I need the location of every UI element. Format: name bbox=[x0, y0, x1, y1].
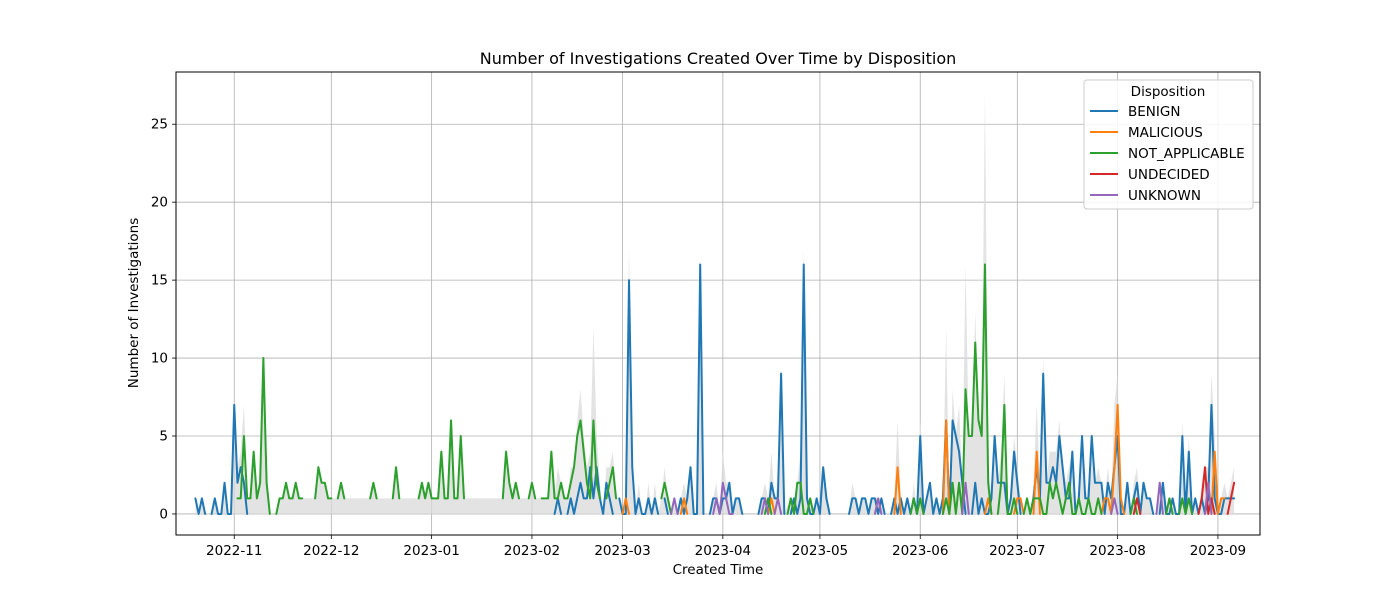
x-tick-label: 2022-12 bbox=[303, 543, 359, 559]
series-benign-line bbox=[194, 263, 1236, 515]
plot-frame bbox=[175, 71, 1261, 536]
x-tick-label: 2023-08 bbox=[1089, 543, 1145, 559]
legend-title: Disposition bbox=[1131, 84, 1206, 100]
total-band bbox=[195, 93, 1235, 514]
legend-entry-undecided-label: UNDECIDED bbox=[1128, 167, 1210, 183]
legend-entry-unknown-label: UNKNOWN bbox=[1128, 188, 1201, 204]
y-tick-label: 5 bbox=[159, 429, 168, 445]
series-malicious-line bbox=[621, 403, 1226, 515]
series-layer bbox=[194, 263, 1236, 515]
plot-area bbox=[176, 72, 1260, 535]
y-tick-label: 15 bbox=[151, 273, 168, 289]
x-tick-label: 2022-11 bbox=[206, 543, 262, 559]
x-tick-label: 2023-04 bbox=[695, 543, 751, 559]
x-tick-label: 2023-06 bbox=[892, 543, 948, 559]
x-tick-label: 2023-03 bbox=[594, 543, 650, 559]
y-tick-label: 10 bbox=[151, 351, 168, 367]
x-tick-label: 2023-05 bbox=[792, 543, 848, 559]
legend-entry-not-applicable-label: NOT_APPLICABLE bbox=[1128, 146, 1245, 162]
legend-entry-benign-label: BENIGN bbox=[1128, 104, 1180, 120]
legend: Disposition BENIGN MALICIOUS NOT_APPLICABL… bbox=[1083, 79, 1254, 210]
y-tick-label: 25 bbox=[151, 117, 168, 133]
x-tick-label: 2023-01 bbox=[403, 543, 459, 559]
x-axis-label: Created Time bbox=[673, 562, 764, 578]
legend-entry-malicious-label: MALICIOUS bbox=[1128, 125, 1203, 141]
total-band-layer bbox=[195, 93, 1235, 514]
series-unknown-line bbox=[670, 481, 1213, 515]
chart-title: Number of Investigations Created Over Ti… bbox=[480, 49, 957, 68]
y-tick-label: 0 bbox=[159, 506, 168, 522]
x-axis-ticks: 2022-11 2022-12 2023-01 2023-02 2023-03 2023-… bbox=[206, 535, 1246, 559]
legend-entries: BENIGN MALICIOUS NOT_APPLICABLE UNDECIDED UN… bbox=[1090, 104, 1245, 204]
y-axis-label: Number of Investigations bbox=[126, 218, 142, 388]
x-tick-label: 2023-09 bbox=[1190, 543, 1246, 559]
series-not-applicable-line bbox=[236, 263, 1194, 515]
y-tick-label: 20 bbox=[151, 195, 168, 211]
y-axis-ticks: 0 5 10 15 20 25 bbox=[151, 117, 176, 522]
x-tick-label: 2023-07 bbox=[989, 543, 1045, 559]
legend-box bbox=[1083, 79, 1254, 210]
x-tick-label: 2023-02 bbox=[504, 543, 560, 559]
